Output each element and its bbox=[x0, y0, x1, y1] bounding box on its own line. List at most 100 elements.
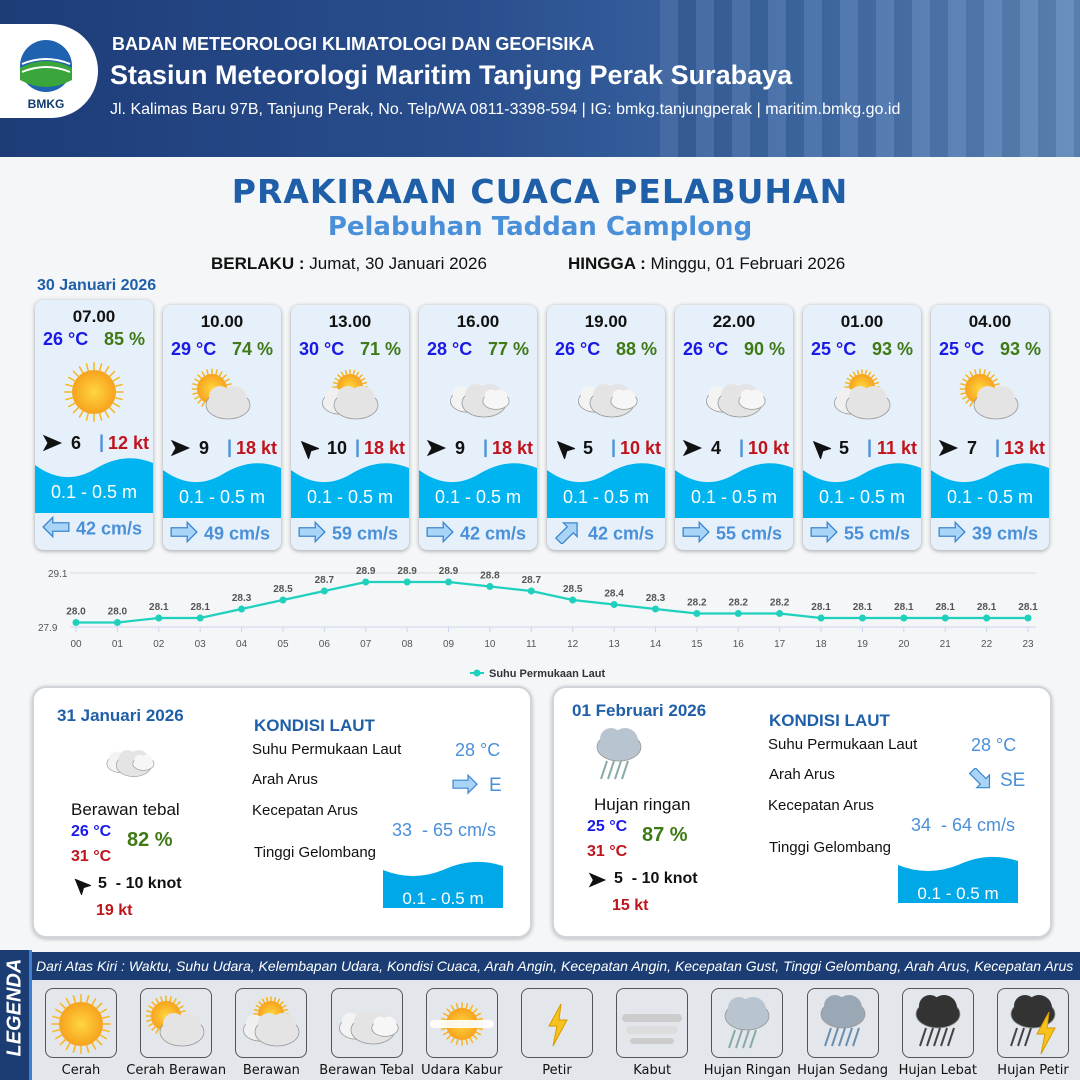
current-speed: 55 cm/s bbox=[716, 523, 783, 544]
wind-info: 4 | 10 kt bbox=[681, 437, 789, 459]
wind-direction-icon bbox=[71, 875, 93, 900]
current-direction-label: Arah Arus bbox=[769, 766, 835, 783]
separator: | bbox=[995, 437, 1001, 457]
panel-date: 31 Januari 2026 bbox=[57, 706, 184, 725]
berawan-tebal-weather-icon bbox=[566, 365, 646, 429]
current-info: 39 cm/s bbox=[937, 520, 1047, 549]
air-temperature: 26 °C bbox=[43, 329, 89, 349]
cerah-berawan-icon bbox=[136, 992, 216, 1061]
port-name: Pelabuhan Taddan Camplong bbox=[327, 212, 753, 242]
sst-label: Suhu Permukaan Laut bbox=[768, 736, 918, 753]
x-tick-label: 22 bbox=[981, 639, 993, 650]
wind-speed-range: 5 - 10 knot bbox=[614, 870, 698, 887]
current-speed: 42 cm/s bbox=[588, 523, 655, 544]
data-label: 28.1 bbox=[811, 602, 831, 613]
current-speed: 42 cm/s bbox=[76, 518, 143, 539]
chart-legend: Suhu Permukaan Laut bbox=[470, 668, 605, 680]
humidity: 85 % bbox=[103, 329, 145, 349]
sst-line bbox=[76, 580, 1028, 624]
wind-speed: 6 bbox=[71, 433, 82, 453]
wind-direction-icon bbox=[553, 437, 577, 464]
legend-item-hujan-sedang bbox=[806, 988, 879, 1058]
legend-item-kabut bbox=[616, 988, 689, 1058]
wind-direction-icon bbox=[681, 437, 703, 464]
current-direction-label: Arah Arus bbox=[252, 771, 318, 788]
forecast-time: 16.00 bbox=[456, 312, 500, 331]
data-label: 28.1 bbox=[935, 602, 955, 613]
data-point bbox=[72, 619, 80, 626]
y-tick-label: 27.9 bbox=[38, 623, 58, 634]
day1-date: 30 Januari 2026 bbox=[37, 277, 157, 294]
air-temperature: 29 °C bbox=[171, 339, 217, 359]
forecast-time: 04.00 bbox=[968, 312, 1012, 331]
current-direction-value: E bbox=[489, 775, 502, 796]
x-tick-label: 17 bbox=[774, 639, 786, 650]
station-name: Stasiun Meteorologi Maritim Tanjung Pera… bbox=[110, 60, 793, 90]
hujan-petir-icon bbox=[993, 992, 1073, 1061]
air-temperature: 30 °C bbox=[299, 339, 345, 359]
data-point bbox=[320, 587, 328, 595]
forecast-card: 13.00 30 °C 71 % 10 | 18 kt 0.1 - 0.5 m 59… bbox=[291, 305, 409, 550]
berawan-tebal-weather-icon bbox=[694, 365, 774, 429]
data-point bbox=[610, 601, 618, 608]
x-tick-label: 14 bbox=[650, 639, 662, 650]
current-info: 55 cm/s bbox=[681, 520, 791, 549]
forecast-time: 13.00 bbox=[328, 312, 372, 331]
current-info: 55 cm/s bbox=[809, 520, 919, 549]
humidity: 82 % bbox=[127, 829, 173, 851]
wind-info: 10 | 18 kt bbox=[297, 437, 405, 461]
berawan-tebal-weather-icon bbox=[97, 735, 161, 790]
data-point bbox=[196, 614, 204, 622]
legend-label: Hujan Ringan bbox=[703, 1063, 792, 1078]
forecast-card: 01.00 25 °C 93 % 5 | 11 kt 0.1 - 0.5 m 55 … bbox=[803, 305, 921, 550]
data-label: 28.2 bbox=[687, 598, 707, 609]
wind-direction-icon bbox=[425, 437, 447, 464]
x-tick-label: 18 bbox=[815, 639, 827, 650]
sst-value: 28 °C bbox=[455, 740, 501, 760]
legend-item-udara-kabur bbox=[425, 988, 498, 1058]
page-title: PRAKIRAAN CUACA PELABUHAN bbox=[231, 172, 849, 211]
x-tick-label: 02 bbox=[153, 639, 165, 650]
x-tick-label: 15 bbox=[691, 639, 703, 650]
legend-series-label: Suhu Permukaan Laut bbox=[489, 668, 605, 680]
wave-height-value: 0.1 - 0.5 m bbox=[917, 884, 999, 903]
wind-info: 5 | 10 kt bbox=[553, 437, 661, 461]
forecast-time: 01.00 bbox=[840, 312, 884, 331]
legend-item-petir bbox=[521, 988, 593, 1058]
hujan-sedang-icon bbox=[803, 992, 883, 1061]
wave-height-value: 0.1 - 0.5 m bbox=[402, 889, 484, 908]
separator: | bbox=[355, 437, 361, 457]
data-label: 28.0 bbox=[66, 607, 86, 618]
x-tick-label: 19 bbox=[857, 639, 869, 650]
legend-item-cerah-berawan bbox=[140, 988, 213, 1058]
data-point bbox=[941, 614, 949, 622]
legend-label: Hujan Petir bbox=[997, 1063, 1069, 1078]
current-speed: 49 cm/s bbox=[204, 523, 271, 544]
legend-item-berawan bbox=[235, 988, 308, 1058]
min-temperature: 25 °C bbox=[587, 818, 628, 835]
current-direction-icon bbox=[553, 522, 583, 548]
wind-speed: 5 bbox=[839, 438, 850, 458]
data-point bbox=[155, 614, 163, 622]
valid-from: BERLAKU : Jumat, 30 Januari 2026 bbox=[211, 254, 487, 274]
x-tick-label: 12 bbox=[567, 639, 579, 650]
port-background-image bbox=[660, 0, 1080, 157]
forecast-card: 04.00 25 °C 93 % 7 | 13 kt 0.1 - 0.5 m 39 … bbox=[931, 305, 1049, 550]
gust-speed: 13 kt bbox=[1003, 438, 1045, 458]
legend-item-hujan-ringan bbox=[711, 988, 784, 1058]
wave-height: 0.1 - 0.5 m bbox=[306, 487, 394, 507]
data-label: 28.1 bbox=[853, 602, 873, 613]
x-tick-label: 20 bbox=[898, 639, 910, 650]
wave-height-label: Tinggi Gelombang bbox=[254, 844, 377, 861]
data-point bbox=[693, 610, 701, 617]
data-point bbox=[569, 596, 577, 604]
cerah-berawan-weather-icon bbox=[182, 365, 262, 429]
data-label: 28.1 bbox=[894, 602, 914, 613]
legend-label: Berawan Tebal bbox=[319, 1063, 414, 1078]
wave-height: 0.1 - 0.5 m bbox=[946, 487, 1034, 507]
data-point bbox=[279, 596, 287, 604]
current-speed: 55 cm/s bbox=[844, 523, 911, 544]
data-point bbox=[817, 614, 825, 622]
humidity: 88 % bbox=[615, 339, 657, 359]
x-tick-label: 05 bbox=[277, 639, 289, 650]
